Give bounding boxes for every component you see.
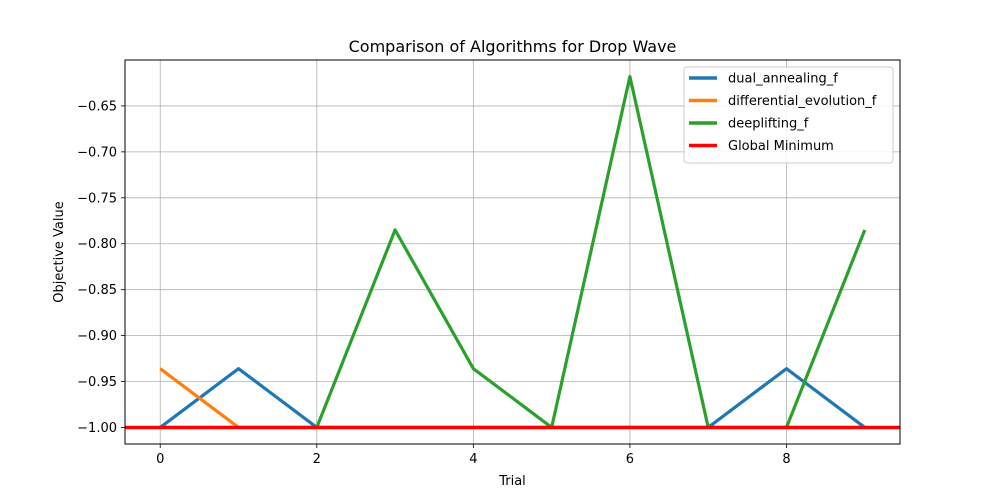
y-tick-label: −0.65: [77, 99, 117, 114]
y-axis-label: Objective Value: [52, 201, 67, 302]
legend-label: deeplifting_f: [728, 117, 809, 132]
y-tick-label: −0.70: [77, 145, 117, 160]
legend-label: dual_annealing_f: [728, 72, 838, 87]
chart-title: Comparison of Algorithms for Drop Wave: [349, 37, 677, 56]
y-tick-label: −0.85: [77, 283, 117, 298]
x-tick-label: 8: [782, 452, 790, 467]
x-tick-label: 4: [469, 452, 477, 467]
x-tick-label: 6: [626, 452, 634, 467]
x-axis-label: Trial: [498, 474, 526, 489]
y-tick-label: −0.80: [77, 237, 117, 252]
x-tick-label: 2: [313, 452, 321, 467]
y-tick-label: −0.75: [77, 191, 117, 206]
legend-box: [683, 66, 894, 164]
y-tick-label: −0.90: [77, 329, 117, 344]
legend-label: differential_evolution_f: [728, 94, 877, 109]
x-tick-label: 0: [156, 452, 164, 467]
series-lines: [125, 74, 900, 430]
y-tick-label: −0.95: [77, 375, 117, 390]
legend: dual_annealing_f differential_evolution_f…: [683, 66, 894, 164]
axis-ticks: 0 2 4 6 8 −1.00 −0.95 −0.90 −0.85 −0.80 −0.75 −0.70…: [77, 99, 790, 467]
plot-frame: [124, 59, 901, 445]
legend-label: Global Minimum: [728, 139, 834, 154]
y-tick-label: −1.00: [77, 421, 117, 436]
